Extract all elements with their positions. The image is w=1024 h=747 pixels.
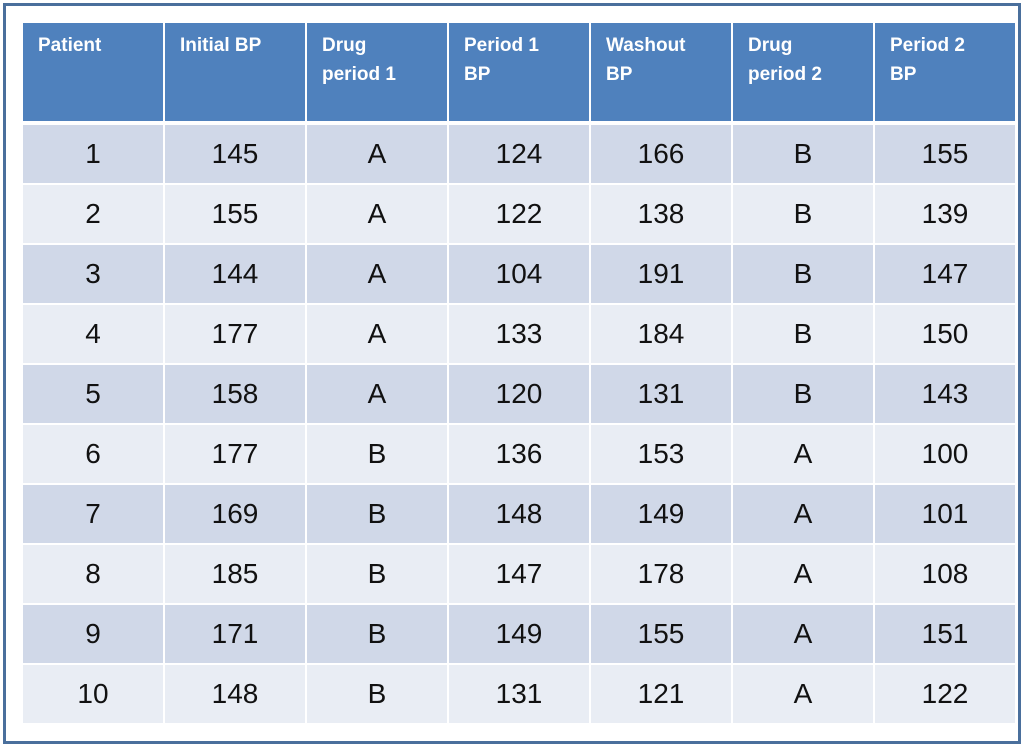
- cell-period-2-bp: 122: [875, 665, 1015, 723]
- cell-drug-period-2: B: [733, 125, 873, 183]
- table-frame: Patient Initial BP Drug period 1 Period …: [3, 3, 1021, 744]
- cell-patient: 8: [23, 545, 163, 603]
- cell-drug-period-1: A: [307, 125, 447, 183]
- cell-drug-period-1: A: [307, 305, 447, 363]
- cell-drug-period-1: A: [307, 245, 447, 303]
- cell-washout-bp: 138: [591, 185, 731, 243]
- cell-initial-bp: 169: [165, 485, 305, 543]
- column-header-period-1-bp: Period 1 BP: [449, 23, 589, 123]
- cell-patient: 10: [23, 665, 163, 723]
- cell-initial-bp: 177: [165, 305, 305, 363]
- cell-period-1-bp: 136: [449, 425, 589, 483]
- cell-period-1-bp: 122: [449, 185, 589, 243]
- cell-period-1-bp: 133: [449, 305, 589, 363]
- cell-drug-period-2: A: [733, 485, 873, 543]
- cell-washout-bp: 155: [591, 605, 731, 663]
- cell-drug-period-2: A: [733, 665, 873, 723]
- cell-washout-bp: 153: [591, 425, 731, 483]
- cell-period-2-bp: 147: [875, 245, 1015, 303]
- cell-patient: 9: [23, 605, 163, 663]
- cell-patient: 3: [23, 245, 163, 303]
- cell-period-1-bp: 120: [449, 365, 589, 423]
- cell-drug-period-1: B: [307, 485, 447, 543]
- column-header-patient: Patient: [23, 23, 163, 123]
- cell-period-1-bp: 124: [449, 125, 589, 183]
- cell-initial-bp: 144: [165, 245, 305, 303]
- cell-drug-period-2: B: [733, 305, 873, 363]
- cell-drug-period-2: A: [733, 605, 873, 663]
- cell-drug-period-2: B: [733, 365, 873, 423]
- cell-drug-period-1: B: [307, 545, 447, 603]
- cell-period-2-bp: 100: [875, 425, 1015, 483]
- cell-patient: 5: [23, 365, 163, 423]
- cell-initial-bp: 158: [165, 365, 305, 423]
- cell-patient: 6: [23, 425, 163, 483]
- column-header-period-2-bp: Period 2 BP: [875, 23, 1015, 123]
- data-table: Patient Initial BP Drug period 1 Period …: [23, 23, 1015, 725]
- column-header-initial-bp: Initial BP: [165, 23, 305, 123]
- cell-period-2-bp: 143: [875, 365, 1015, 423]
- cell-washout-bp: 149: [591, 485, 731, 543]
- cell-period-1-bp: 147: [449, 545, 589, 603]
- cell-period-2-bp: 155: [875, 125, 1015, 183]
- cell-washout-bp: 191: [591, 245, 731, 303]
- cell-period-2-bp: 139: [875, 185, 1015, 243]
- cell-period-1-bp: 104: [449, 245, 589, 303]
- cell-drug-period-2: A: [733, 425, 873, 483]
- cell-drug-period-1: B: [307, 605, 447, 663]
- cell-drug-period-2: B: [733, 185, 873, 243]
- cell-washout-bp: 184: [591, 305, 731, 363]
- cell-patient: 4: [23, 305, 163, 363]
- cell-washout-bp: 131: [591, 365, 731, 423]
- cell-washout-bp: 178: [591, 545, 731, 603]
- cell-patient: 2: [23, 185, 163, 243]
- cell-patient: 1: [23, 125, 163, 183]
- cell-washout-bp: 166: [591, 125, 731, 183]
- cell-period-2-bp: 108: [875, 545, 1015, 603]
- cell-period-2-bp: 151: [875, 605, 1015, 663]
- cell-drug-period-2: B: [733, 245, 873, 303]
- cell-initial-bp: 171: [165, 605, 305, 663]
- cell-washout-bp: 121: [591, 665, 731, 723]
- column-header-drug-period-2: Drug period 2: [733, 23, 873, 123]
- cell-drug-period-2: A: [733, 545, 873, 603]
- cell-drug-period-1: A: [307, 365, 447, 423]
- cell-drug-period-1: B: [307, 665, 447, 723]
- cell-initial-bp: 155: [165, 185, 305, 243]
- cell-initial-bp: 185: [165, 545, 305, 603]
- column-header-drug-period-1: Drug period 1: [307, 23, 447, 123]
- column-header-washout-bp: Washout BP: [591, 23, 731, 123]
- cell-drug-period-1: B: [307, 425, 447, 483]
- cell-period-2-bp: 101: [875, 485, 1015, 543]
- cell-initial-bp: 145: [165, 125, 305, 183]
- cell-drug-period-1: A: [307, 185, 447, 243]
- cell-patient: 7: [23, 485, 163, 543]
- cell-period-1-bp: 148: [449, 485, 589, 543]
- cell-initial-bp: 148: [165, 665, 305, 723]
- cell-period-2-bp: 150: [875, 305, 1015, 363]
- cell-initial-bp: 177: [165, 425, 305, 483]
- cell-period-1-bp: 149: [449, 605, 589, 663]
- cell-period-1-bp: 131: [449, 665, 589, 723]
